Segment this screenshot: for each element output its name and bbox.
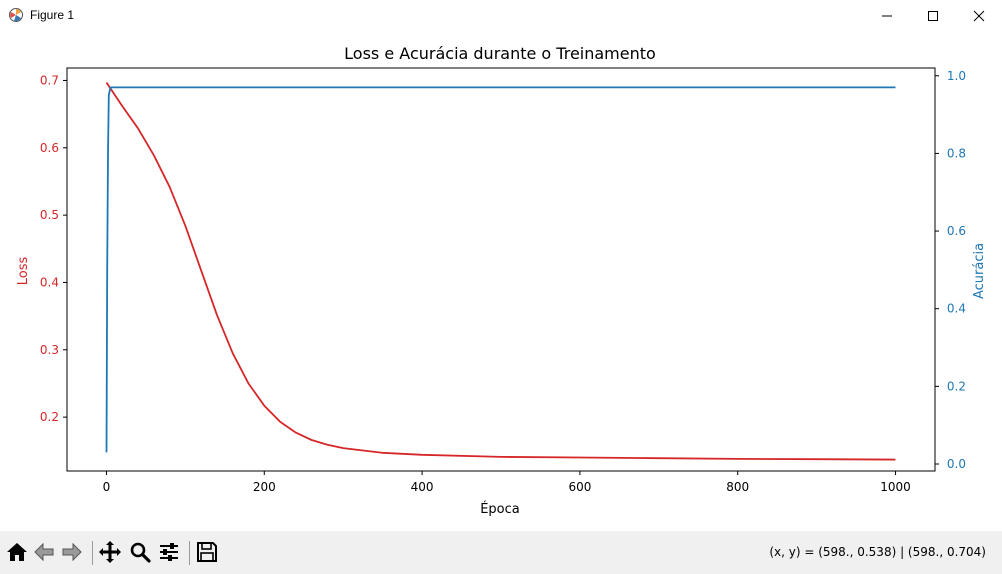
- axes-frame: [66, 67, 936, 472]
- window-title-bar: Figure 1: [0, 0, 1002, 31]
- x-tick-label: 400: [411, 480, 434, 494]
- forward-button[interactable]: [59, 539, 85, 565]
- y2-tick-label: 0.4: [947, 302, 966, 316]
- zoom-icon: [130, 542, 151, 563]
- maximize-icon: [928, 10, 938, 21]
- save-button[interactable]: [194, 539, 220, 565]
- y-tick-label: 0.5: [40, 208, 59, 222]
- pan-icon: [99, 541, 121, 563]
- y-tick-label: 0.3: [40, 343, 59, 357]
- x-tick-label: 1000: [880, 480, 911, 494]
- close-button[interactable]: [956, 0, 1002, 31]
- home-button[interactable]: [4, 539, 30, 565]
- y2-tick-label: 1.0: [947, 69, 966, 83]
- loss-line: [105, 82, 896, 461]
- matplotlib-icon: [9, 8, 23, 22]
- y2-tick-label: 0.2: [947, 379, 966, 393]
- configure-subplots-button[interactable]: [156, 539, 182, 565]
- cursor-coordinates: (x, y) = (598., 0.538) | (598., 0.704): [769, 545, 986, 559]
- y2-tick-label: 0.6: [947, 224, 966, 238]
- x-tick-label: 800: [726, 480, 749, 494]
- pan-button[interactable]: [97, 539, 123, 565]
- accuracy-line: [105, 86, 896, 453]
- y-axis-label: Loss: [16, 257, 31, 286]
- chart: Loss e Acurácia durante o Treinamento 0 2…: [16, 44, 987, 517]
- minimize-icon: [882, 15, 892, 16]
- x-tick-label: 600: [568, 480, 591, 494]
- x-axis-label: Época: [480, 501, 520, 517]
- back-button[interactable]: [31, 539, 57, 565]
- window-title: Figure 1: [30, 8, 75, 22]
- toolbar-separator: [92, 541, 93, 565]
- navigation-toolbar: (x, y) = (598., 0.538) | (598., 0.704): [0, 531, 1002, 574]
- x-tick-label: 200: [253, 480, 276, 494]
- y2-axis-label: Acurácia: [972, 243, 987, 299]
- chart-title: Loss e Acurácia durante o Treinamento: [344, 44, 656, 63]
- home-icon: [7, 543, 27, 561]
- figure-canvas[interactable]: Loss e Acurácia durante o Treinamento 0 2…: [0, 31, 1002, 531]
- maximize-button[interactable]: [910, 0, 956, 31]
- forward-arrow-icon: [62, 542, 82, 562]
- save-icon: [197, 542, 217, 562]
- toolbar-separator: [189, 541, 190, 565]
- y2-tick-label: 0.8: [947, 146, 966, 160]
- x-tick-label: 0: [103, 480, 111, 494]
- close-icon: [973, 10, 985, 21]
- y-tick-label: 0.2: [40, 410, 59, 424]
- y-tick-label: 0.4: [40, 275, 59, 289]
- configure-subplots-icon: [160, 543, 178, 561]
- zoom-button[interactable]: [127, 539, 153, 565]
- minimize-button[interactable]: [864, 0, 910, 31]
- y-tick-label: 0.6: [40, 141, 59, 155]
- back-arrow-icon: [34, 542, 54, 562]
- y2-tick-label: 0.0: [947, 457, 966, 471]
- y-tick-label: 0.7: [40, 73, 59, 87]
